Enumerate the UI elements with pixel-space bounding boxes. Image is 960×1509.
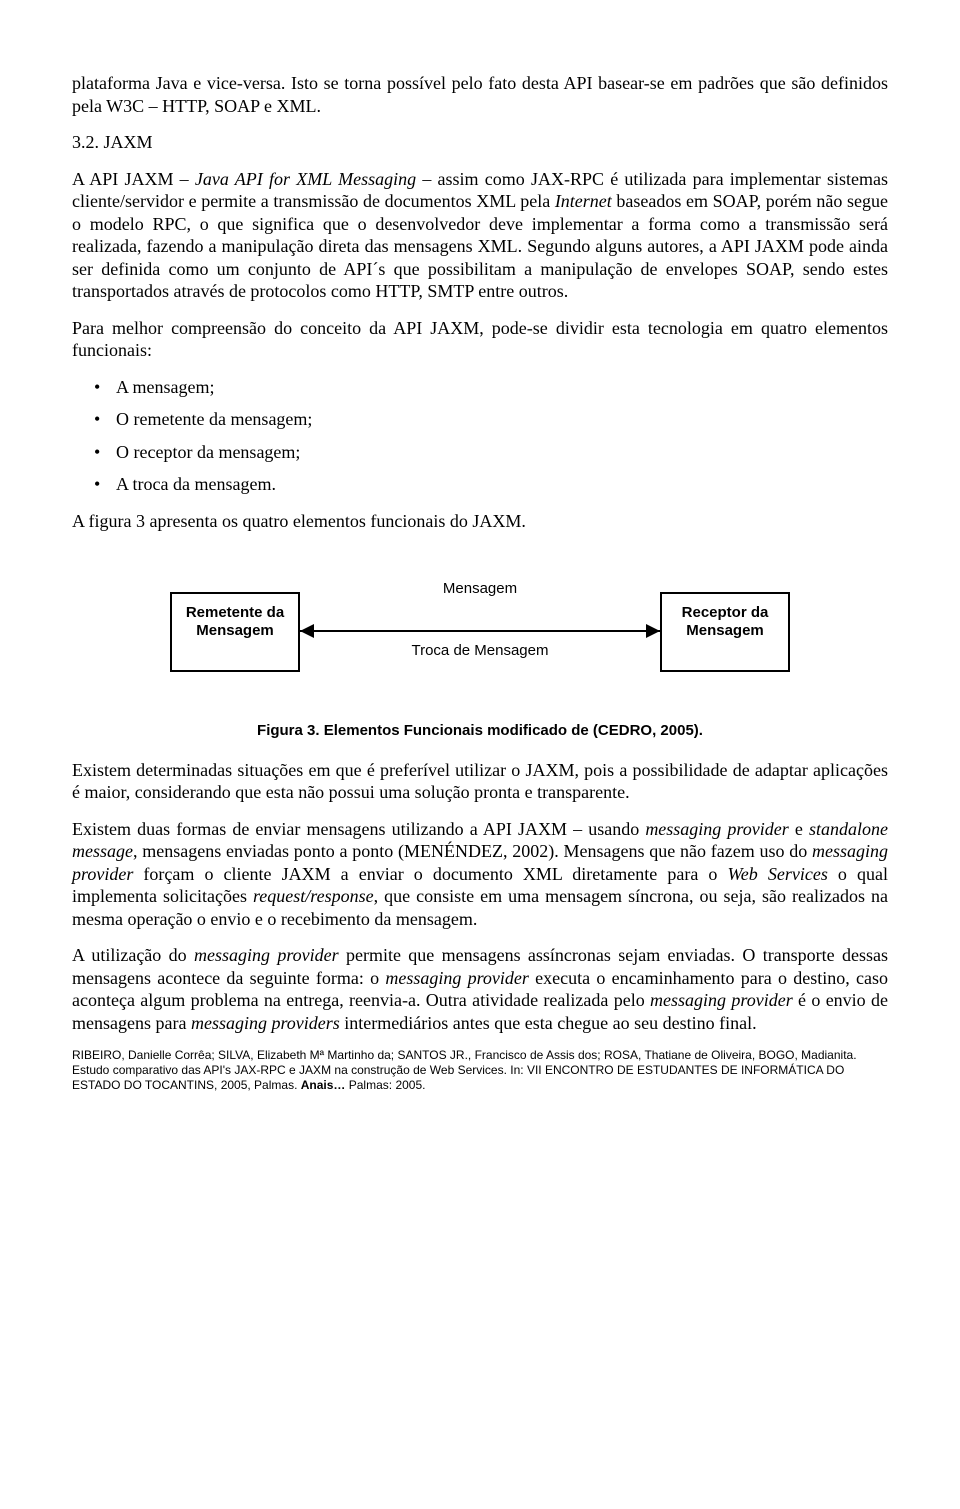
footer-text: RIBEIRO, Danielle Corrêa; SILVA, Elizabe… xyxy=(72,1048,857,1092)
list-item: O remetente da mensagem; xyxy=(116,408,888,431)
text: intermediários antes que esta chegue ao … xyxy=(340,1013,757,1033)
text: A API JAXM – xyxy=(72,169,195,189)
intro-paragraph: plataforma Java e vice-versa. Isto se to… xyxy=(72,72,888,117)
text-italic: messaging providers xyxy=(191,1013,340,1033)
bullet-list: A mensagem; O remetente da mensagem; O r… xyxy=(72,376,888,496)
figure-intro: A figura 3 apresenta os quatro elementos… xyxy=(72,510,888,533)
text: e xyxy=(789,819,809,839)
arrow-right-icon xyxy=(646,624,660,638)
jaxm-paragraph-2: Para melhor compreensão do conceito da A… xyxy=(72,317,888,362)
after-fig-paragraph-2: Existem duas formas de enviar mensagens … xyxy=(72,818,888,931)
footer-text: Palmas: 2005. xyxy=(345,1078,425,1092)
arrow-left-icon xyxy=(300,624,314,638)
list-item: A mensagem; xyxy=(116,376,888,399)
list-item: O receptor da mensagem; xyxy=(116,441,888,464)
diagram-label-message: Mensagem xyxy=(170,580,790,599)
text-italic: messaging provider xyxy=(385,968,529,988)
after-fig-paragraph-3: A utilização do messaging provider permi… xyxy=(72,944,888,1034)
section-heading: 3.2. JAXM xyxy=(72,131,888,154)
text-italic: Internet xyxy=(555,191,612,211)
after-fig-paragraph-1: Existem determinadas situações em que é … xyxy=(72,759,888,804)
text-italic: messaging provider xyxy=(650,990,793,1010)
jaxm-paragraph-1: A API JAXM – Java API for XML Messaging … xyxy=(72,168,888,303)
diagram-arrow-line xyxy=(300,630,660,632)
diagram-label-exchange: Troca de Mensagem xyxy=(170,642,790,661)
text: A utilização do xyxy=(72,945,194,965)
text-italic: messaging provider xyxy=(645,819,788,839)
text: , mensagens enviadas ponto a ponto (MENÉ… xyxy=(133,841,812,861)
text: forçam o cliente JAXM a enviar o documen… xyxy=(133,864,727,884)
text-italic: messaging provider xyxy=(194,945,339,965)
footer-bold: Anais… xyxy=(301,1078,346,1092)
text-italic: Java API for XML Messaging xyxy=(195,169,416,189)
figure-caption: Figura 3. Elementos Funcionais modificad… xyxy=(72,722,888,741)
footer-citation: RIBEIRO, Danielle Corrêa; SILVA, Elizabe… xyxy=(72,1048,888,1093)
jaxm-diagram: Remetente da Mensagem Receptor da Mensag… xyxy=(170,572,790,692)
list-item: A troca da mensagem. xyxy=(116,473,888,496)
text: Existem duas formas de enviar mensagens … xyxy=(72,819,645,839)
text-italic: Web Services xyxy=(727,864,827,884)
text-italic: request/response xyxy=(253,886,374,906)
